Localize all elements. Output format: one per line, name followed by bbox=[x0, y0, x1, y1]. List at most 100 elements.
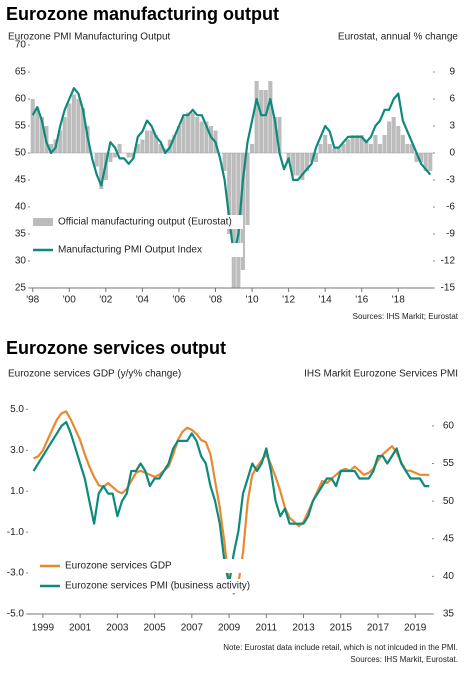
y2-tick-label: -15 bbox=[441, 283, 456, 294]
bar bbox=[387, 121, 392, 153]
y2-tick-label: 6 bbox=[449, 94, 455, 105]
bar bbox=[336, 148, 341, 153]
bar bbox=[144, 130, 150, 153]
bar bbox=[323, 135, 328, 153]
bar bbox=[80, 108, 86, 153]
x-tick-label: 2007 bbox=[181, 623, 204, 634]
bar bbox=[355, 135, 360, 153]
y-tick-label: 40 bbox=[15, 202, 27, 213]
bar bbox=[140, 139, 145, 153]
bar bbox=[391, 117, 396, 153]
x-tick-label: '04 bbox=[136, 295, 149, 306]
y-tick-label: 55 bbox=[15, 121, 27, 132]
bar bbox=[373, 135, 378, 153]
bar bbox=[295, 153, 300, 176]
bar bbox=[199, 121, 204, 153]
y-tick-label: -1.0 bbox=[7, 527, 25, 538]
x-tick-label: '10 bbox=[246, 295, 259, 306]
y2-axis-label: IHS Markit Eurozone Services PMI bbox=[304, 369, 458, 380]
bar bbox=[304, 153, 309, 171]
bar bbox=[195, 117, 200, 153]
bar bbox=[227, 153, 232, 234]
x-tick-label: 2009 bbox=[218, 623, 241, 634]
legend-bg bbox=[38, 559, 250, 573]
x-tick-label: 2017 bbox=[367, 623, 390, 634]
y-tick-label: 3.0 bbox=[10, 445, 24, 456]
bar bbox=[368, 144, 373, 153]
bar bbox=[382, 135, 387, 153]
x-tick-label: 2013 bbox=[292, 623, 315, 634]
bar bbox=[76, 99, 81, 153]
y2-tick-label: -6 bbox=[446, 202, 455, 213]
bar bbox=[62, 117, 67, 153]
bar bbox=[313, 153, 319, 162]
x-tick-label: '00 bbox=[63, 295, 76, 306]
x-tick-label: 2011 bbox=[256, 623, 278, 634]
bar bbox=[135, 144, 140, 153]
bar bbox=[405, 144, 410, 153]
y2-tick-label: 0 bbox=[449, 148, 455, 159]
y2-tick-label: -3 bbox=[446, 175, 455, 186]
y2-tick-label: 45 bbox=[443, 533, 455, 544]
bar bbox=[186, 112, 191, 153]
bar bbox=[309, 153, 314, 162]
y-tick-label: 70 bbox=[15, 40, 27, 51]
x-tick-label: 2003 bbox=[106, 623, 129, 634]
legend-label: Official manufacturing output (Eurostat) bbox=[58, 217, 232, 228]
legend-label: Eurozone services PMI (business activity… bbox=[65, 581, 250, 592]
bar bbox=[345, 139, 351, 153]
bar bbox=[158, 144, 163, 153]
x-tick-label: 2019 bbox=[404, 623, 427, 634]
y2-tick-label: -9 bbox=[446, 229, 455, 240]
bar bbox=[204, 121, 209, 153]
bar bbox=[400, 135, 405, 153]
bar bbox=[318, 144, 323, 153]
legend-bg bbox=[31, 215, 243, 229]
bar bbox=[208, 126, 213, 153]
x-tick-label: 2005 bbox=[143, 623, 166, 634]
legend-label: Eurozone services GDP bbox=[65, 561, 172, 572]
y2-tick-label: 40 bbox=[443, 571, 455, 582]
bar bbox=[149, 130, 154, 153]
y2-tick-label: 3 bbox=[449, 121, 455, 132]
y2-tick-label: 50 bbox=[443, 496, 455, 507]
y-tick-label: 65 bbox=[15, 67, 27, 78]
chart-title: Eurozone manufacturing output bbox=[6, 4, 279, 24]
bar bbox=[350, 135, 355, 153]
bar bbox=[263, 90, 268, 153]
y2-tick-label: 9 bbox=[449, 67, 455, 78]
bar bbox=[377, 144, 383, 153]
y-tick-label: 60 bbox=[15, 94, 27, 105]
bar bbox=[419, 153, 424, 162]
bar bbox=[414, 153, 419, 162]
bar bbox=[172, 135, 177, 153]
bar bbox=[39, 117, 44, 153]
y2-tick-label: 55 bbox=[443, 458, 455, 469]
bar bbox=[359, 135, 364, 153]
bar bbox=[423, 153, 428, 171]
chart-title: Eurozone services output bbox=[6, 338, 226, 358]
bar bbox=[117, 144, 122, 153]
bar bbox=[268, 81, 273, 153]
y2-tick-label: 60 bbox=[443, 420, 455, 431]
bar bbox=[254, 81, 259, 153]
x-tick-label: '14 bbox=[319, 295, 332, 306]
y-tick-label: 25 bbox=[15, 283, 27, 294]
x-tick-label: 2015 bbox=[330, 623, 353, 634]
footnote: Note: Eurostat data include retail, whic… bbox=[223, 643, 458, 652]
y-tick-label: 50 bbox=[15, 148, 27, 159]
bar bbox=[240, 153, 245, 270]
bar bbox=[126, 153, 131, 158]
legend-bg bbox=[31, 243, 243, 257]
bar bbox=[428, 153, 433, 171]
bar bbox=[176, 126, 182, 153]
bar bbox=[181, 117, 186, 153]
bar bbox=[108, 153, 113, 162]
bar bbox=[272, 117, 277, 153]
bar bbox=[112, 153, 118, 158]
bar bbox=[190, 112, 195, 153]
y-tick-label: 5.0 bbox=[10, 404, 24, 415]
footnote: Sources: IHS Markit, Eurostat. bbox=[350, 655, 458, 664]
bar bbox=[99, 153, 104, 189]
